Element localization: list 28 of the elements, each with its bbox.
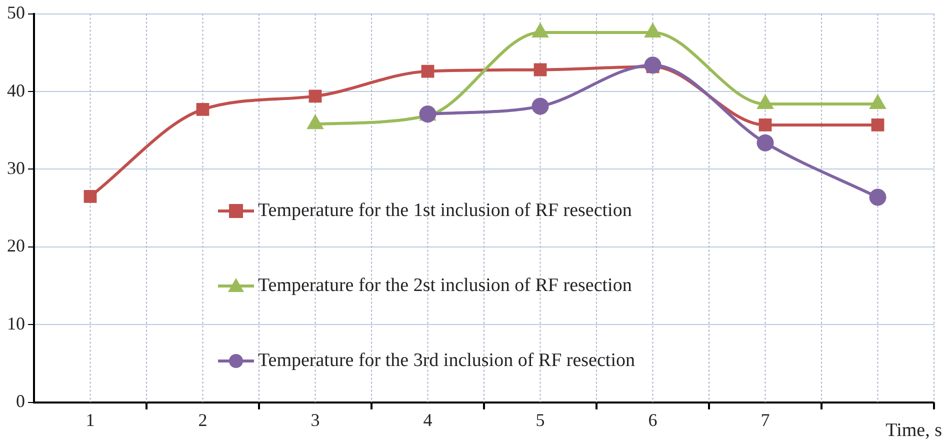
y-tick-label: 40 — [7, 80, 25, 100]
x-tick-label: 4 — [423, 410, 432, 430]
y-tick-label: 50 — [7, 2, 25, 23]
x-tick-label: 2 — [198, 410, 208, 430]
point — [532, 98, 549, 115]
legend-label: Temperature for the 1st inclusion of RF resection — [258, 200, 632, 222]
y-tick-label: 20 — [7, 236, 25, 256]
point — [756, 134, 774, 152]
point — [84, 190, 97, 203]
point — [644, 56, 662, 74]
point — [871, 118, 884, 132]
y-tick-label: 0 — [16, 391, 25, 412]
x-tick-label: 5 — [536, 410, 545, 430]
x-tick-label: 1 — [86, 410, 95, 430]
legend-label: Temperature for the 3rd inclusion of RF resection — [258, 350, 635, 372]
x-tick-label: 6 — [648, 410, 658, 430]
point — [196, 102, 210, 116]
point — [758, 118, 772, 132]
point — [308, 90, 322, 103]
x-axis-title: Time, s — [886, 420, 942, 442]
point — [421, 64, 434, 78]
y-tick-label: 30 — [7, 158, 25, 178]
y-tick-label: 10 — [7, 313, 25, 334]
legend-label: Temperature for the 2st inclusion of RF resection — [258, 275, 632, 297]
x-tick-label: 7 — [760, 410, 770, 430]
point — [869, 188, 886, 206]
point — [534, 63, 547, 76]
x-tick-label: 3 — [310, 410, 320, 430]
